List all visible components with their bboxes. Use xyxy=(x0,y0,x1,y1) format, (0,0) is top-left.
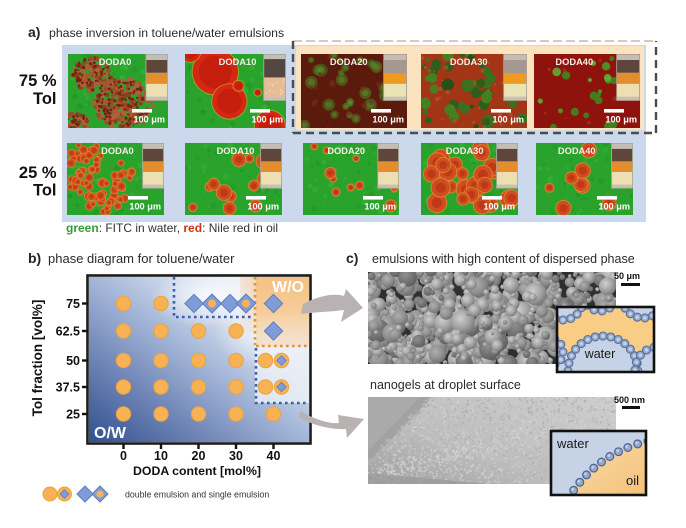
svg-text:100 μm: 100 μm xyxy=(605,115,637,125)
svg-text:DODA10: DODA10 xyxy=(219,57,257,67)
svg-text:water: water xyxy=(584,347,616,361)
svg-text:b): b) xyxy=(28,250,41,266)
svg-text:DODA40: DODA40 xyxy=(555,57,593,67)
svg-text:100 μm: 100 μm xyxy=(251,115,283,125)
svg-text:25 %: 25 % xyxy=(19,164,57,182)
svg-text:Tol: Tol xyxy=(33,182,57,200)
svg-text:75 %: 75 % xyxy=(19,72,57,90)
svg-text:Tol: Tol xyxy=(33,90,57,108)
svg-text:double emulsion and single emu: double emulsion and single emulsion xyxy=(125,490,269,500)
svg-text:phase inversion in toluene/wat: phase inversion in toluene/water emulsio… xyxy=(49,26,284,40)
svg-text:phase diagram for toluene/wate: phase diagram for toluene/water xyxy=(48,251,235,266)
svg-text:100 μm: 100 μm xyxy=(129,202,161,212)
svg-text:W/O: W/O xyxy=(272,279,304,296)
svg-text:DODA0: DODA0 xyxy=(101,146,134,156)
svg-text:Tol fraction [vol%]: Tol fraction [vol%] xyxy=(30,300,45,417)
svg-text:30: 30 xyxy=(229,449,243,463)
svg-text:100 μm: 100 μm xyxy=(372,115,404,125)
svg-text:100 μm: 100 μm xyxy=(364,202,396,212)
svg-text:40: 40 xyxy=(267,449,281,463)
svg-text:50: 50 xyxy=(66,354,80,368)
svg-text:100 μm: 100 μm xyxy=(483,202,515,212)
svg-text:100 μm: 100 μm xyxy=(598,202,630,212)
svg-text:DODA0: DODA0 xyxy=(99,57,132,67)
svg-text:DODA20: DODA20 xyxy=(327,146,365,156)
svg-text:a): a) xyxy=(28,24,40,40)
svg-text:10: 10 xyxy=(154,449,168,463)
svg-text:DODA10: DODA10 xyxy=(217,146,255,156)
svg-text:DODA30: DODA30 xyxy=(446,146,484,156)
svg-text:62.5: 62.5 xyxy=(56,325,80,339)
svg-text:DODA30: DODA30 xyxy=(450,57,488,67)
svg-text:green: FITC in water, red: Nil: green: FITC in water, red: Nile red in o… xyxy=(66,221,278,235)
svg-text:c): c) xyxy=(346,250,358,266)
svg-text:75: 75 xyxy=(66,297,80,311)
svg-text:50 μm: 50 μm xyxy=(614,271,640,281)
svg-text:DODA content [mol%]: DODA content [mol%] xyxy=(133,464,261,478)
svg-text:25: 25 xyxy=(66,408,80,422)
svg-text:DODA40: DODA40 xyxy=(558,146,596,156)
svg-text:DODA20: DODA20 xyxy=(330,57,368,67)
svg-text:37.5: 37.5 xyxy=(56,381,80,395)
svg-text:100 μm: 100 μm xyxy=(247,202,279,212)
svg-text:100 μm: 100 μm xyxy=(133,115,165,125)
svg-text:0: 0 xyxy=(120,449,127,463)
svg-text:nanogels at droplet surface: nanogels at droplet surface xyxy=(370,378,521,392)
svg-text:100 μm: 100 μm xyxy=(492,115,524,125)
svg-text:O/W: O/W xyxy=(94,425,127,442)
svg-text:20: 20 xyxy=(192,449,206,463)
svg-text:emulsions with high content of: emulsions with high content of dispersed… xyxy=(372,252,635,266)
